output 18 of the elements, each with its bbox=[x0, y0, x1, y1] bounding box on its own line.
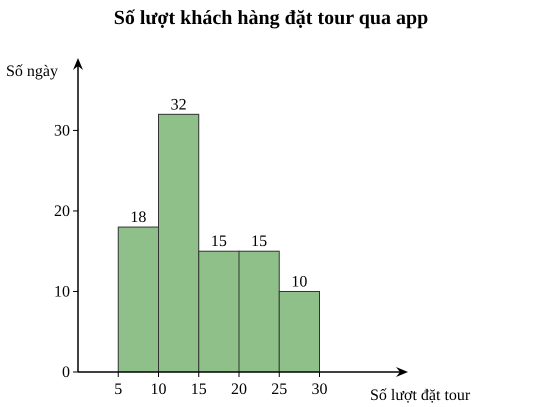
data-label: 15 bbox=[210, 233, 227, 250]
x-tick-label: 30 bbox=[312, 381, 328, 398]
data-label: 32 bbox=[170, 96, 187, 114]
x-tick-label: 5 bbox=[114, 381, 122, 398]
y-tick-label: 20 bbox=[54, 202, 70, 220]
x-axis-title: Số lượt đặt tour bbox=[370, 387, 471, 404]
x-tick-label: 10 bbox=[150, 381, 166, 398]
chart-title: Số lượt khách hàng đặt tour qua app bbox=[114, 7, 428, 29]
data-label: 10 bbox=[291, 273, 308, 290]
y-tick-label: 0 bbox=[62, 364, 70, 381]
y-tick-label: 10 bbox=[54, 283, 70, 300]
data-label: 15 bbox=[251, 233, 268, 250]
x-tick-label: 20 bbox=[231, 381, 247, 398]
data-label: 18 bbox=[130, 209, 146, 226]
y-axis-title: Số ngày bbox=[6, 63, 58, 80]
x-tick-label: 15 bbox=[190, 381, 207, 398]
x-tick-label: 25 bbox=[271, 381, 288, 398]
y-tick-label: 30 bbox=[54, 122, 70, 140]
